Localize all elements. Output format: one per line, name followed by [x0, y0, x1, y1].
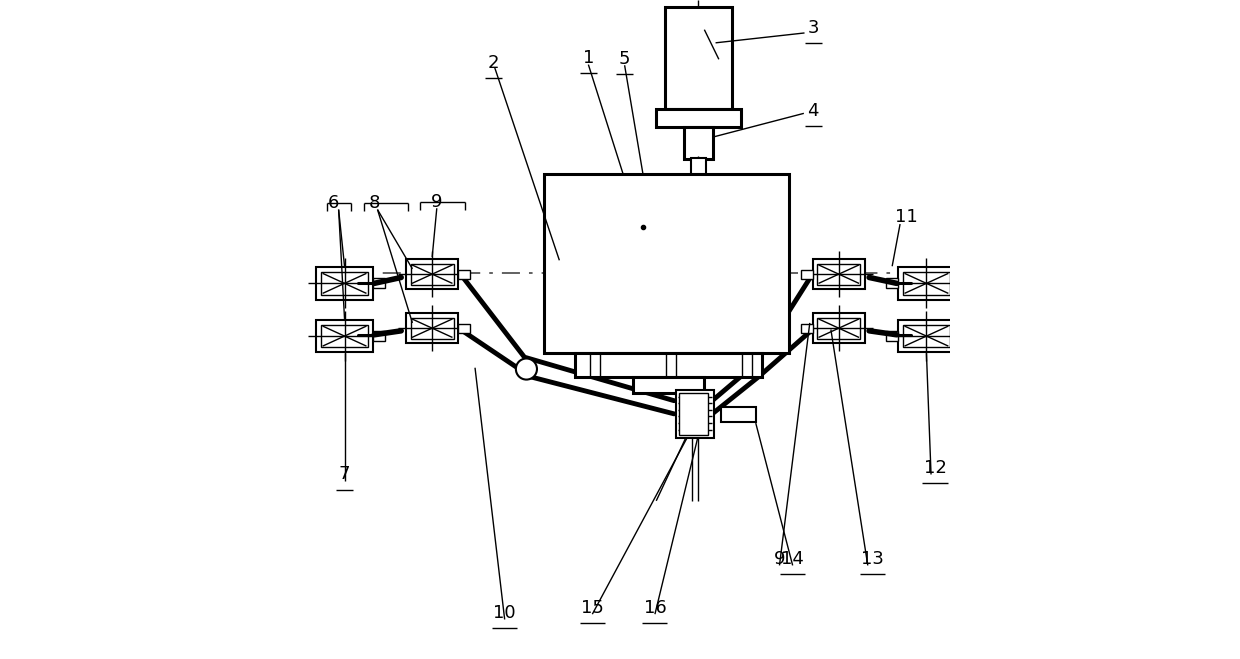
Text: 10: 10 [494, 604, 516, 622]
Bar [405, 259, 459, 289]
Bar [684, 127, 713, 159]
Bar [676, 390, 714, 438]
Text: 14: 14 [781, 550, 804, 568]
Bar [321, 325, 368, 347]
Bar [316, 267, 373, 300]
Text: 12: 12 [924, 459, 946, 477]
Bar [812, 259, 864, 289]
Bar [316, 320, 373, 353]
Bar [665, 7, 732, 109]
Bar [885, 331, 898, 341]
Circle shape [516, 358, 537, 380]
Text: 11: 11 [895, 208, 918, 227]
Text: 3: 3 [807, 19, 818, 38]
Bar [801, 270, 812, 279]
Text: 1: 1 [583, 49, 594, 67]
Text: 2: 2 [487, 53, 500, 72]
Bar [817, 318, 861, 339]
Text: 8: 8 [370, 194, 381, 212]
Bar [903, 325, 950, 347]
Bar [459, 324, 470, 333]
Bar [885, 278, 898, 289]
Bar [817, 264, 861, 285]
Text: 9: 9 [432, 193, 443, 212]
Bar [691, 158, 707, 174]
Text: 9: 9 [774, 550, 785, 568]
Bar [405, 313, 459, 343]
Bar [410, 264, 454, 285]
Bar [575, 353, 761, 377]
Bar [459, 270, 470, 279]
Bar [898, 267, 955, 300]
Bar [898, 320, 955, 353]
Bar [720, 407, 756, 422]
Text: 13: 13 [861, 550, 884, 568]
Bar [321, 272, 368, 295]
Bar [410, 318, 454, 339]
Bar [680, 393, 708, 435]
Bar [544, 174, 790, 353]
Text: 4: 4 [807, 101, 818, 120]
Text: 15: 15 [580, 598, 604, 617]
Bar [903, 272, 950, 295]
Bar [373, 278, 386, 289]
Text: 16: 16 [644, 598, 666, 617]
Text: 5: 5 [619, 50, 630, 69]
Bar [656, 109, 740, 127]
Bar [373, 331, 386, 341]
Text: 7: 7 [339, 465, 350, 484]
Bar [812, 313, 864, 343]
Bar [801, 324, 812, 333]
Bar [634, 377, 704, 393]
Text: 6: 6 [327, 194, 339, 212]
